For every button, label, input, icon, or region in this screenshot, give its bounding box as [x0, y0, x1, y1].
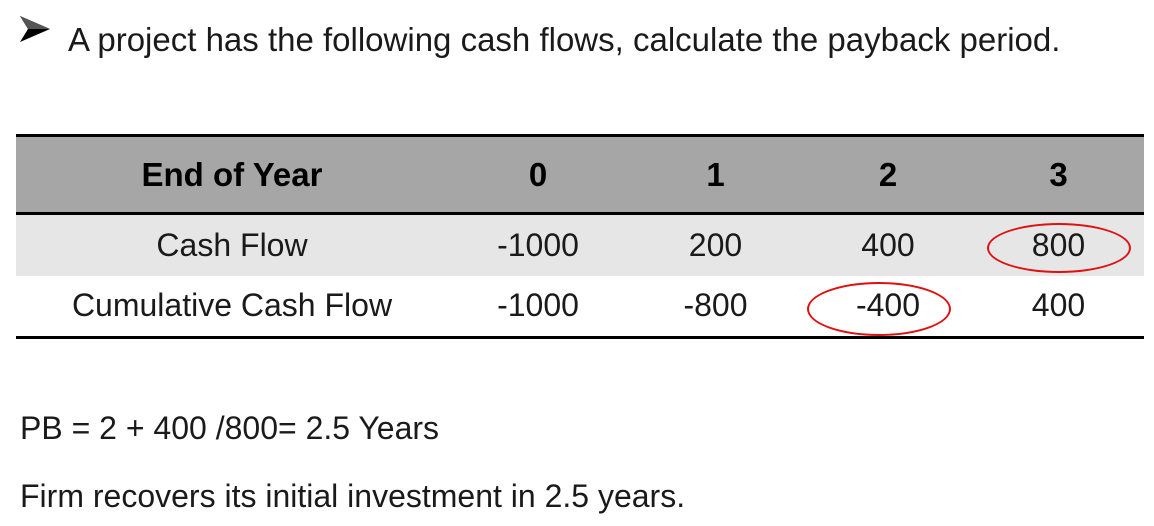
cumulative-year-0: -1000: [497, 287, 579, 324]
cash-flow-table: End of Year 0 1 2 3 Cash Flow -1000 200 …: [16, 134, 1144, 339]
header-year-0: 0: [528, 155, 548, 193]
row-label: Cumulative Cash Flow: [71, 287, 393, 324]
cumulative-year-3: 400: [1031, 287, 1086, 324]
payback-formula: PB = 2 + 400 /800= 2.5 Years: [20, 410, 440, 446]
row-label: Cash Flow: [156, 226, 308, 263]
conclusion-text: Firm recovers its initial investment in …: [20, 478, 686, 514]
cumulative-year-2-value: -400: [855, 287, 921, 324]
header-end-of-year: End of Year: [141, 155, 323, 193]
arrow-bullet-icon: [20, 16, 50, 42]
cash-flow-year-3: 800: [973, 214, 1144, 276]
header-year-1: 1: [706, 155, 725, 193]
table-row-cash-flow: Cash Flow -1000 200 400 800: [16, 213, 1144, 276]
cash-flow-year-3-value: 800: [1031, 226, 1086, 263]
cash-flow-year-2: 400: [861, 226, 915, 263]
header-year-2: 2: [878, 155, 898, 193]
cash-flow-year-0: -1000: [497, 226, 579, 263]
header-year-3: 3: [1049, 155, 1068, 193]
question-text: A project has the following cash flows, …: [68, 21, 1061, 58]
table-row-cumulative: Cumulative Cash Flow -1000 -800 -400 400: [16, 276, 1144, 338]
cumulative-year-1: -800: [683, 287, 748, 324]
table-header-row: End of Year 0 1 2 3: [16, 135, 1144, 214]
cash-flow-year-1: 200: [688, 226, 743, 263]
cumulative-year-2: -400: [803, 276, 973, 338]
